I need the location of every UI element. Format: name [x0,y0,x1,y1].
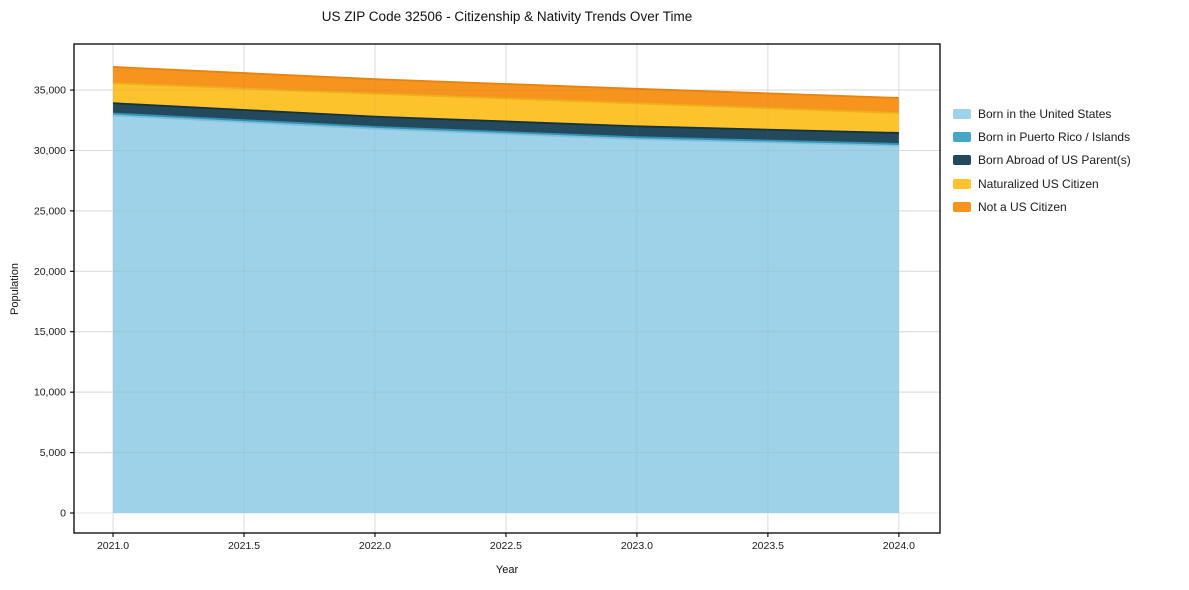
area-band [113,66,899,113]
axes-layer: 2021.0 2021.5 2022.0 2022.5 2023.0 2023.5 2024… [34,85,915,552]
x-tick-label: 2021.0 [97,540,129,552]
legend-item-label: Born in Puerto Rico / Islands [978,129,1131,144]
stacked-areas-layer [112,66,899,514]
y-tick-label: 20,000 [34,266,66,278]
area-edge-line [112,102,899,134]
x-tick-label: 2021.5 [228,540,260,552]
x-tick-label: 2022.5 [490,540,522,552]
area-band [113,83,899,133]
legend-item: Born in the United States [953,102,1131,125]
legend-item-label: Born in the United States [978,106,1112,121]
legend-swatch-icon [953,201,971,212]
area-band [113,115,899,514]
y-tick-label: 30,000 [34,145,66,157]
y-tick-label: 35,000 [34,85,66,97]
legend-item-label: Naturalized US Citizen [978,176,1099,191]
legend-item: Born Abroad of US Parent(s) [953,149,1131,172]
legend-item: Not a US Citizen [953,195,1131,218]
legend-item: Born in Puerto Rico / Islands [953,125,1131,148]
legend-swatch-icon [953,131,971,142]
x-tick-label: 2023.5 [752,540,784,552]
legend-swatch-icon [953,155,971,166]
area-edge-line [112,114,899,147]
legend-swatch-icon [953,178,971,189]
area-edge-line [112,82,899,114]
legend-item: Naturalized US Citizen [953,172,1131,195]
plot-border [73,43,941,534]
legend: Born in the United States Born in Puerto … [953,102,1131,218]
legend-item-label: Born Abroad of US Parent(s) [978,153,1131,168]
y-tick-label: 25,000 [34,205,66,217]
x-tick-label: 2023.0 [621,540,653,552]
grid-overlay-layer [74,44,940,533]
y-tick-label: 5,000 [40,447,66,459]
area-edge-line [112,66,899,99]
legend-swatch-icon [953,108,971,119]
x-tick-label: 2022.0 [359,540,391,552]
legend-item-label: Not a US Citizen [978,199,1067,214]
y-tick-label: 0 [60,508,66,520]
chart-title: US ZIP Code 32506 - Citizenship & Nativi… [321,9,693,24]
y-axis-label: Population [9,263,21,315]
x-tick-label: 2024.0 [883,540,915,552]
x-axis-label: Year [495,564,519,576]
y-tick-label: 15,000 [34,326,66,338]
y-tick-label: 10,000 [34,387,66,399]
area-edge-line [112,112,899,145]
